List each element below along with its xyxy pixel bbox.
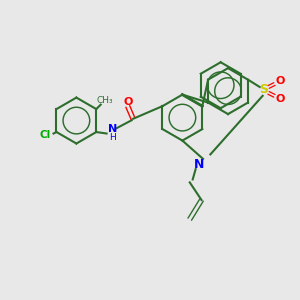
Text: O: O — [276, 76, 285, 86]
Text: H: H — [110, 134, 116, 142]
Text: O: O — [123, 97, 133, 107]
Text: O: O — [276, 94, 285, 104]
Text: Cl: Cl — [39, 130, 50, 140]
Text: CH₃: CH₃ — [97, 96, 113, 105]
Text: N: N — [194, 158, 204, 171]
Text: N: N — [108, 124, 117, 134]
Text: S: S — [260, 83, 268, 96]
